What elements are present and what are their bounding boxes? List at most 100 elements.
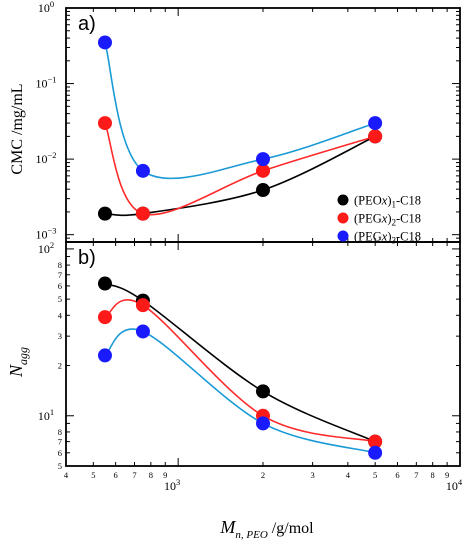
x-label-sub: n, PEO	[235, 529, 267, 541]
x-minor-tick-label: 7	[132, 470, 136, 480]
legend-rest: -C18	[396, 230, 421, 244]
data-point	[256, 163, 270, 178]
data-point	[135, 163, 150, 178]
y-axis-label-a: CMC /mg/mL	[9, 83, 26, 174]
x-tick-mantissa: 10	[164, 479, 176, 493]
x-tick-exponent: 4	[458, 477, 463, 487]
x-minor-tick-label: 7	[414, 470, 418, 480]
y-tick-mantissa: 10	[35, 152, 47, 166]
y-tick-label: 10−2	[35, 150, 56, 166]
legend-var: x	[381, 230, 388, 244]
data-point	[135, 206, 150, 221]
legend-var: x	[381, 212, 388, 226]
y-tick-label: 101	[38, 407, 54, 423]
y-minor-tick-label: 8	[58, 427, 62, 437]
legend-prefix: (PEO	[354, 194, 382, 208]
y-minor-tick-label: 5	[58, 294, 62, 304]
legend-prefix: (PEG	[354, 230, 382, 244]
y-tick-exponent: −2	[47, 150, 56, 160]
x-minor-tick-label: 5	[373, 470, 377, 480]
legend: (PEOx)1-C18(PEGx)2-C18(PEGx)3-C18	[337, 194, 421, 246]
legend-suffix: )	[387, 194, 391, 208]
legend-sub: 3	[392, 236, 397, 246]
x-minor-tick-label: 8	[149, 470, 153, 480]
x-minor-tick-label: 8	[431, 470, 435, 480]
data-point	[256, 152, 270, 167]
y-minor-tick-label: 8	[58, 260, 62, 270]
y-tick-exponent: −3	[47, 226, 56, 236]
legend-rest: -C18	[396, 194, 421, 208]
x-minor-tick-label: 9	[163, 470, 167, 480]
y-minor-tick-label: 4	[58, 310, 63, 320]
data-point	[97, 348, 112, 363]
panel-label: a)	[78, 13, 96, 35]
data-point	[256, 183, 270, 198]
y-tick-label: 102	[38, 240, 54, 256]
data-point	[256, 416, 270, 431]
data-point	[97, 206, 112, 221]
y-minor-tick-label: 5	[58, 461, 62, 471]
data-point	[135, 298, 150, 313]
x-minor-tick-label: 4	[64, 470, 69, 480]
x-label-main: M	[219, 517, 236, 537]
y-minor-tick-label: 6	[58, 281, 62, 291]
data-point	[97, 276, 112, 291]
y-label-main: N	[6, 364, 26, 378]
data-point	[97, 35, 112, 50]
legend-marker	[337, 212, 349, 224]
series-line	[104, 282, 376, 443]
x-label-rest: /g/mol	[268, 520, 314, 537]
legend-suffix: )	[387, 230, 391, 244]
series-line	[104, 328, 376, 454]
data-point	[368, 445, 383, 460]
series-line	[104, 122, 376, 216]
data-point	[97, 116, 112, 131]
series-line	[104, 135, 376, 217]
y-tick-label: 10−3	[35, 226, 56, 242]
y-tick-exponent: 2	[50, 240, 54, 250]
x-minor-tick-label: 2	[261, 470, 265, 480]
plot-frame	[65, 241, 461, 467]
y-tick-exponent: 1	[50, 407, 54, 417]
series-line	[104, 42, 376, 180]
x-tick-label: 104	[446, 477, 463, 493]
data-point	[256, 384, 270, 399]
legend-entry: (PEOx)1-C18	[354, 194, 421, 210]
x-minor-tick-label: 6	[395, 470, 399, 480]
x-minor-tick-label: 4	[346, 470, 351, 480]
data-point	[135, 324, 150, 339]
legend-suffix: )	[387, 212, 391, 226]
legend-rest: -C18	[396, 212, 421, 226]
legend-prefix: (PEG	[354, 212, 382, 226]
legend-marker	[337, 194, 349, 206]
y-label-sub: agg	[16, 347, 30, 365]
panel-label: b)	[78, 247, 96, 269]
x-minor-tick-label: 5	[91, 470, 95, 480]
data-point	[368, 129, 383, 144]
x-minor-tick-label: 3	[311, 470, 315, 480]
y-tick-mantissa: 10	[38, 242, 50, 256]
data-point	[368, 116, 383, 131]
x-axis-label: Mn, PEO /g/mol	[219, 517, 314, 541]
y-tick-exponent: 0	[50, 0, 54, 9]
legend-entry: (PEGx)2-C18	[354, 212, 421, 228]
legend-marker	[337, 230, 349, 242]
y-tick-exponent: −1	[47, 75, 56, 85]
y-minor-tick-label: 2	[58, 361, 62, 371]
y-minor-tick-label: 7	[58, 437, 62, 447]
legend-sub: 1	[392, 200, 397, 210]
y-tick-mantissa: 10	[35, 77, 47, 91]
y-tick-mantissa: 10	[38, 409, 50, 423]
y-tick-mantissa: 10	[38, 1, 50, 15]
y-minor-tick-label: 3	[58, 331, 62, 341]
legend-entry: (PEGx)3-C18	[354, 230, 421, 246]
y-axis-label-b: Nagg	[6, 347, 30, 378]
legend-sub: 2	[392, 218, 397, 228]
y-minor-tick-label: 6	[58, 448, 62, 458]
legend-var: x	[381, 194, 388, 208]
x-tick-mantissa: 10	[446, 479, 458, 493]
y-minor-tick-label: 7	[58, 270, 62, 280]
